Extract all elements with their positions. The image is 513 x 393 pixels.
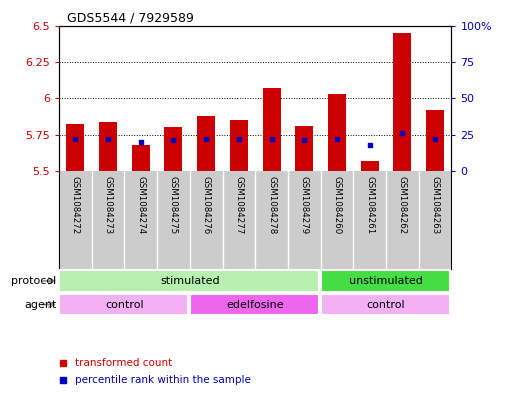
- Text: GDS5544 / 7929589: GDS5544 / 7929589: [67, 11, 194, 24]
- Bar: [321, 294, 450, 315]
- Text: unstimulated: unstimulated: [349, 276, 423, 286]
- Bar: [426, 110, 444, 171]
- Text: GSM1084273: GSM1084273: [104, 176, 112, 234]
- Text: percentile rank within the sample: percentile rank within the sample: [75, 375, 250, 385]
- Text: agent: agent: [24, 299, 56, 310]
- Text: GSM1084261: GSM1084261: [365, 176, 374, 234]
- Bar: [99, 121, 117, 171]
- Text: GSM1084274: GSM1084274: [136, 176, 145, 234]
- Bar: [328, 94, 346, 171]
- Bar: [321, 270, 450, 292]
- Bar: [132, 145, 150, 171]
- Text: edelfosine: edelfosine: [226, 299, 284, 310]
- Bar: [393, 33, 411, 171]
- Text: protocol: protocol: [11, 276, 56, 286]
- Bar: [59, 294, 188, 315]
- Text: GSM1084279: GSM1084279: [300, 176, 309, 234]
- Text: GSM1084275: GSM1084275: [169, 176, 178, 234]
- Text: GSM1084262: GSM1084262: [398, 176, 407, 234]
- Text: control: control: [367, 299, 405, 310]
- Text: GSM1084276: GSM1084276: [202, 176, 211, 234]
- Bar: [263, 88, 281, 171]
- Text: stimulated: stimulated: [160, 276, 220, 286]
- Text: GSM1084260: GSM1084260: [332, 176, 342, 234]
- Text: GSM1084263: GSM1084263: [430, 176, 440, 234]
- Text: GSM1084277: GSM1084277: [234, 176, 243, 234]
- Bar: [197, 116, 215, 171]
- Text: GSM1084272: GSM1084272: [71, 176, 80, 234]
- Bar: [295, 126, 313, 171]
- Bar: [230, 120, 248, 171]
- Bar: [190, 294, 319, 315]
- Text: transformed count: transformed count: [75, 358, 172, 367]
- Bar: [165, 127, 183, 171]
- Bar: [66, 125, 84, 171]
- Text: GSM1084278: GSM1084278: [267, 176, 276, 234]
- Text: control: control: [105, 299, 144, 310]
- Bar: [59, 270, 319, 292]
- Bar: [361, 161, 379, 171]
